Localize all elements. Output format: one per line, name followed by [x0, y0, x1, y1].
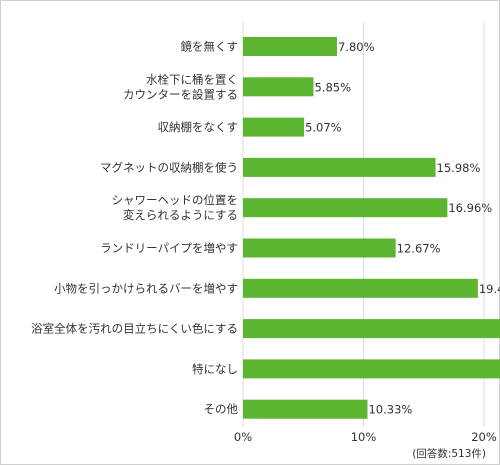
- bar-7: [243, 319, 500, 339]
- category-label-5: ランドリーパイプを増やす: [100, 241, 238, 255]
- category-label-3: マグネットの収納棚を使う: [100, 160, 238, 174]
- category-labels: 鏡を無くす水栓下に桶を置くカウンターを設置する収納棚をなくすマグネットの収納棚を…: [31, 40, 238, 417]
- x-tick-label-1: 10%: [351, 430, 377, 444]
- category-label-1-line-1: カウンターを設置する: [123, 87, 238, 101]
- category-label-1-line-0: 水栓下に桶を置く: [146, 72, 238, 86]
- category-label-0: 鏡を無くす: [181, 40, 239, 54]
- value-label-6: 19.49%: [479, 282, 500, 296]
- value-label-4: 16.96%: [448, 201, 492, 215]
- bar-6: [243, 278, 478, 298]
- category-label-4: シャワーヘッドの位置を変えられるようにする: [112, 193, 239, 222]
- value-label-2: 5.07%: [305, 121, 342, 135]
- bar-0: [243, 37, 337, 56]
- bar-8: [243, 359, 500, 379]
- bar-4: [243, 198, 448, 218]
- value-label-1: 5.85%: [314, 80, 351, 94]
- value-label-3: 15.98%: [437, 161, 481, 175]
- category-label-5-line-0: ランドリーパイプを増やす: [100, 241, 238, 255]
- category-label-8: 特になし: [192, 362, 238, 376]
- value-label-9: 10.33%: [368, 403, 412, 417]
- bar-5: [243, 238, 396, 258]
- category-label-7-line-0: 浴室全体を汚れの目立ちにくい色にする: [31, 322, 238, 336]
- category-label-8-line-0: 特になし: [192, 362, 238, 376]
- bar-3: [243, 157, 436, 177]
- category-label-7: 浴室全体を汚れの目立ちにくい色にする: [31, 322, 238, 336]
- category-label-4-line-0: シャワーヘッドの位置を: [112, 193, 239, 207]
- category-label-9: その他: [204, 402, 239, 416]
- category-label-0-line-0: 鏡を無くす: [181, 40, 239, 54]
- bar-1: [243, 77, 314, 97]
- category-label-1: 水栓下に桶を置くカウンターを設置する: [123, 72, 238, 101]
- x-tick-labels: 0%10%20%30%40%: [234, 430, 497, 444]
- bar-2: [243, 117, 305, 137]
- category-label-4-line-1: 変えられるようにする: [123, 208, 238, 222]
- bars: [243, 37, 500, 419]
- response-count-note: (回答数:513件): [412, 447, 486, 460]
- category-label-6: 小物を引っかけられるバーを増やす: [54, 281, 238, 295]
- x-tick-label-0: 0%: [234, 430, 252, 444]
- bar-9: [243, 399, 368, 419]
- category-label-3-line-0: マグネットの収納棚を使う: [100, 160, 238, 174]
- category-label-2-line-0: 収納棚をなくす: [158, 120, 239, 134]
- value-label-0: 7.80%: [338, 40, 375, 54]
- value-labels: 7.80%5.85%5.07%15.98%16.96%12.67%19.49%2…: [305, 40, 500, 417]
- x-tick-label-2: 20%: [471, 430, 497, 444]
- category-label-9-line-0: その他: [204, 402, 239, 416]
- category-label-6-line-0: 小物を引っかけられるバーを増やす: [54, 281, 238, 295]
- category-label-2: 収納棚をなくす: [158, 120, 239, 134]
- value-label-5: 12.67%: [397, 242, 441, 256]
